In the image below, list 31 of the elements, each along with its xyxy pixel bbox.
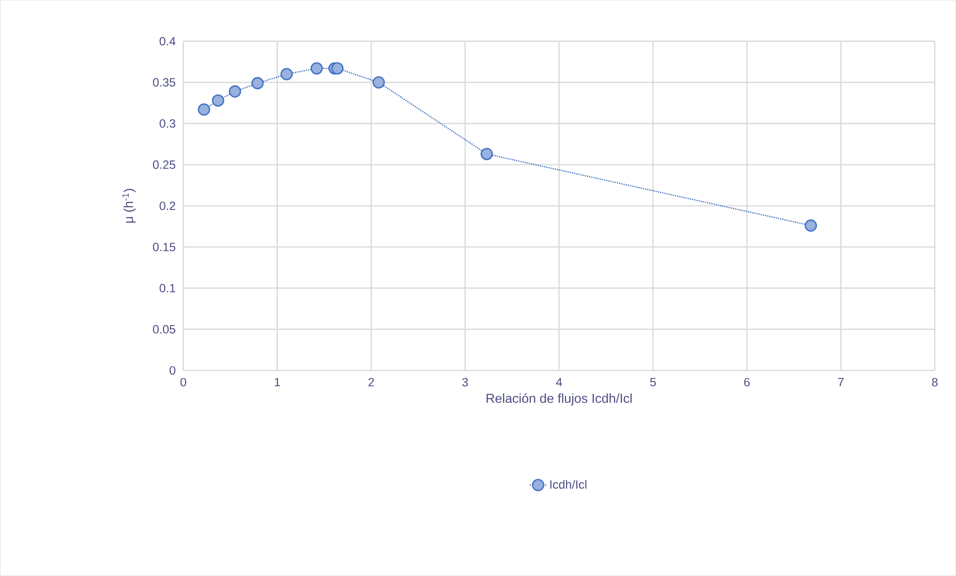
x-axis-title: Relación de flujos Icdh/Icl [486,393,632,406]
point [310,62,323,75]
y-tick-label: 0.1 [160,284,176,292]
x-tick-label: 4 [556,378,562,386]
y-tick-label: 0.2 [160,202,176,210]
y-tick-label: 0.15 [152,242,176,252]
x-tick-label: 6 [744,378,750,387]
point [280,68,293,80]
y-tick-label: 0.25 [152,160,176,170]
x-tick-label: 2 [368,378,374,386]
y-tick-label: 0.35 [152,78,176,87]
y-tick-label: 0 [170,366,176,375]
point [198,103,210,116]
legend-label: Icdh/Icl [550,480,586,489]
point [331,62,344,75]
x-tick-label: 7 [838,378,844,386]
y-tick-label: 0.3 [160,119,176,128]
x-tick-label: 0 [180,378,186,387]
x-tick-label: 1 [274,378,280,386]
point [251,77,264,90]
x-tick-label: 5 [650,378,656,386]
point [228,85,242,98]
y-axis-title: μ (h$^{-1}$) [122,189,136,223]
point [480,148,493,160]
point [804,220,817,232]
point [372,76,385,89]
y-tick-label: 0.4 [160,37,176,46]
point [212,94,224,107]
y-tick-label: 0.05 [152,325,176,334]
x-tick-label: 8 [932,378,938,387]
x-tick-label: 3 [462,378,468,387]
